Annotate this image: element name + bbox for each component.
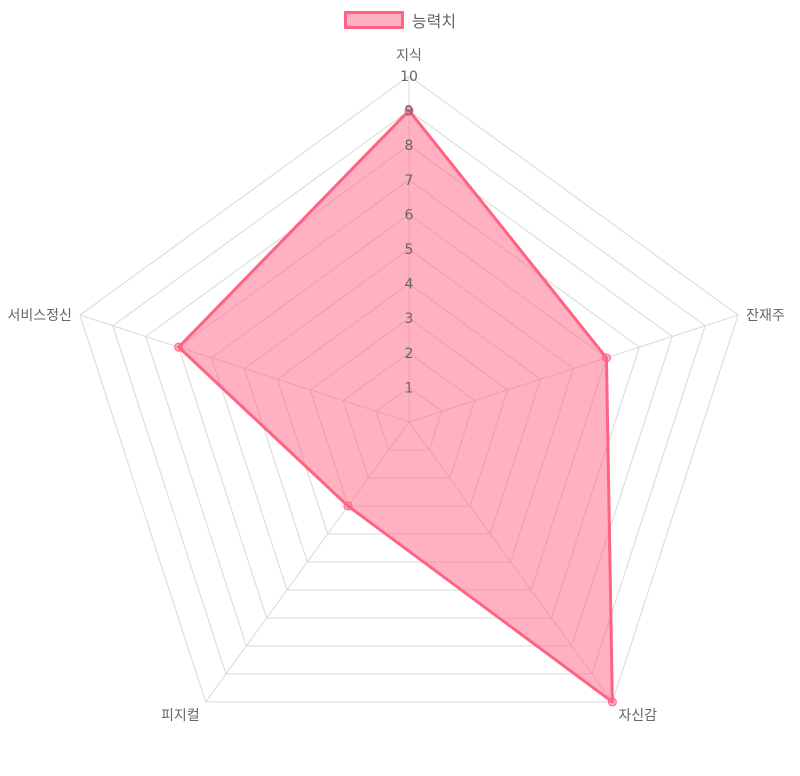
axis-label: 서비스정신 xyxy=(8,308,72,324)
tick-label: 8 xyxy=(405,138,414,154)
axis-label: 잔재주 xyxy=(746,308,785,324)
legend-swatch xyxy=(343,11,404,29)
axis-label: 지식 xyxy=(396,48,422,64)
tick-label: 5 xyxy=(405,242,414,258)
data-point xyxy=(174,342,184,352)
data-point xyxy=(404,106,414,116)
grid-ring xyxy=(79,75,739,703)
tick-label: 6 xyxy=(405,207,414,223)
grid-ring xyxy=(145,144,673,647)
legend-label: 능력치 xyxy=(411,12,457,31)
data-point xyxy=(601,353,611,363)
tick-label: 9 xyxy=(405,104,414,120)
data-point xyxy=(343,501,353,511)
tick-label: 1 xyxy=(405,380,414,396)
data-point xyxy=(607,697,617,707)
series-area xyxy=(177,109,614,704)
tick-label: 4 xyxy=(405,277,414,293)
grid-ring xyxy=(112,109,706,675)
tick-label: 7 xyxy=(405,173,414,189)
tick-label: 3 xyxy=(405,311,414,327)
legend[interactable]: 능력치 xyxy=(0,8,800,32)
axis-label: 피지컬 xyxy=(161,708,200,724)
tick-label: 2 xyxy=(405,346,414,362)
axis-label: 자신감 xyxy=(618,708,657,724)
tick-label: 10 xyxy=(400,69,418,85)
